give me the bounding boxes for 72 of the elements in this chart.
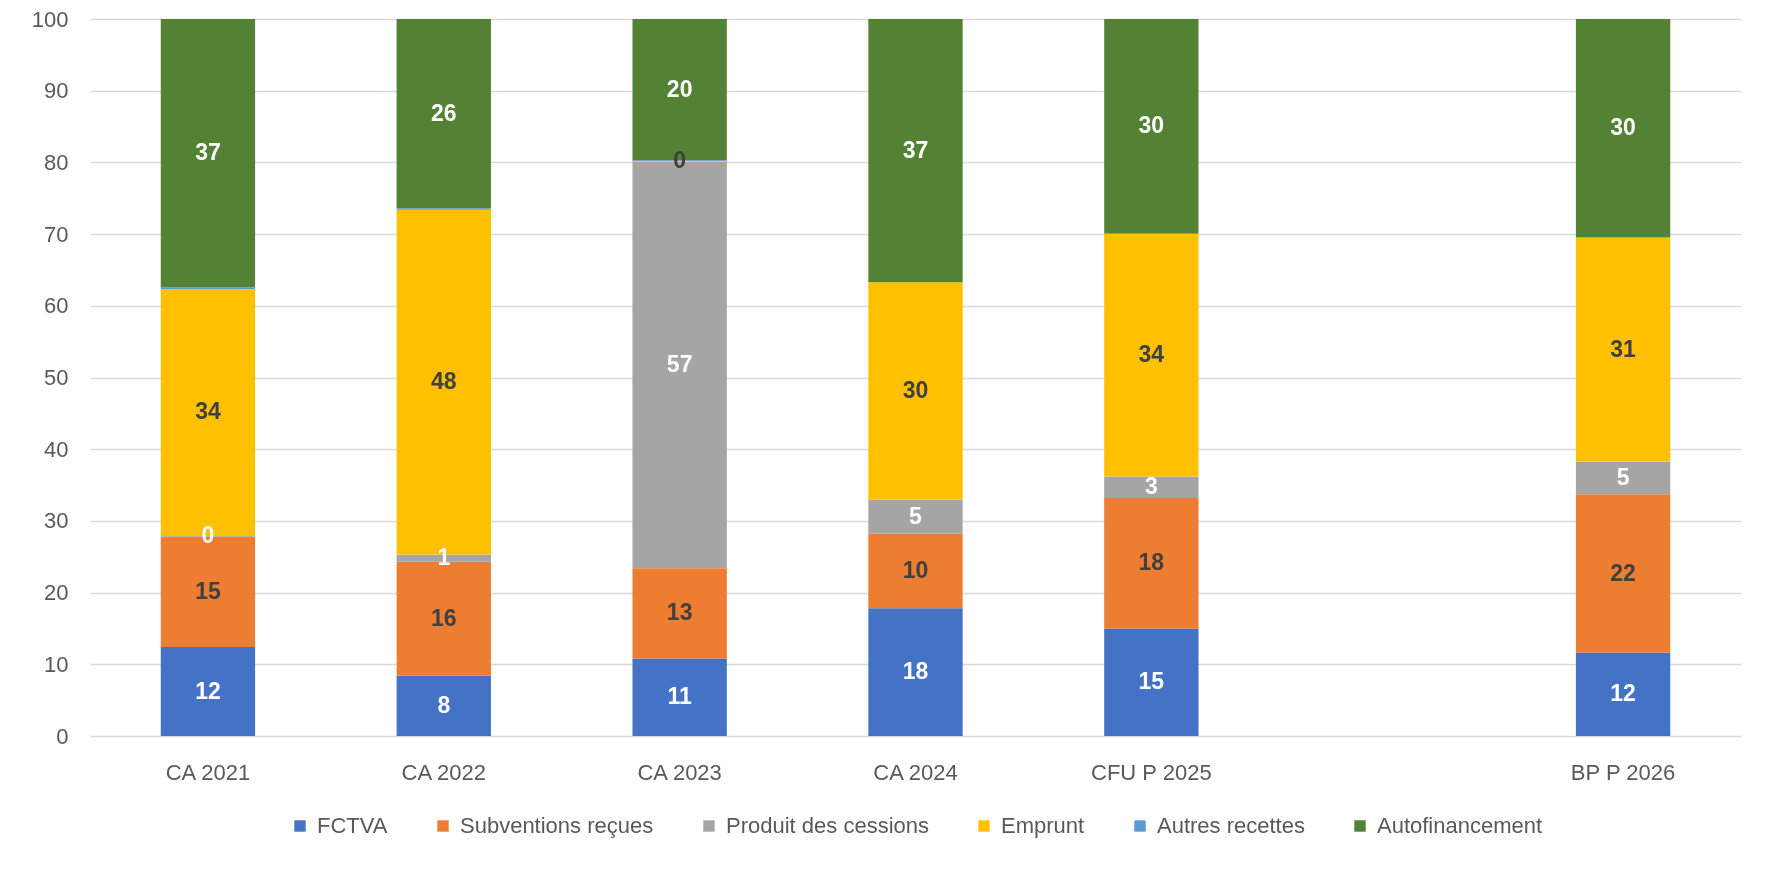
data-label: 12 [1610,680,1636,707]
bar [1575,461,1671,495]
bar [868,282,963,500]
y-tick-label: 10 [44,651,69,677]
bar [632,568,727,659]
x-tick-label: CA 2022 [401,759,486,785]
data-label: 37 [195,139,221,166]
bar [1575,494,1671,653]
data-label: 30 [1138,112,1165,139]
x-tick-label: CA 2021 [165,759,251,785]
legend-label: Autofinancement [1377,813,1543,838]
bar [160,287,256,290]
data-label: 26 [430,99,457,126]
data-label: 48 [430,368,457,395]
bar [396,675,491,736]
data-label: 5 [1616,463,1630,490]
bar [1104,234,1199,477]
y-tick-label: 60 [44,293,69,319]
bar [868,499,963,534]
bar [1104,476,1199,498]
bar [868,19,963,283]
x-tick-label: CFU P 2025 [1091,759,1212,785]
bar [1575,652,1671,736]
data-label: 31 [1610,335,1637,362]
bar [160,19,256,288]
data-label: 5 [909,502,923,529]
bar [1575,19,1671,237]
y-tick-label: 40 [44,436,69,462]
data-label: 13 [666,599,693,626]
y-tick-label: 30 [44,508,69,534]
legend-label: Produit des cessions [726,813,929,838]
data-label: 20 [666,75,693,102]
data-label: 15 [1138,668,1165,695]
bar [1104,628,1199,736]
bar [1104,19,1199,234]
legend-label: FCTVA [317,813,388,838]
bar [1575,237,1671,462]
legend-label: Emprunt [1001,813,1085,838]
data-label: 34 [1138,341,1165,368]
y-tick-label: 70 [44,221,69,247]
y-tick-label: 80 [44,149,69,175]
x-tick-label: BP P 2026 [1570,759,1676,785]
legend-label: Subventions reçues [460,813,654,838]
data-label: 30 [1610,113,1636,140]
data-label: 16 [430,604,457,631]
data-label: 12 [195,677,221,704]
bar [868,533,963,609]
data-label: 8 [437,691,451,718]
data-label: 10 [902,557,929,584]
bar [396,19,491,209]
bar [160,647,256,736]
legend-label: Autres recettes [1157,813,1305,838]
bar [868,608,963,736]
y-tick-label: 20 [44,580,69,606]
y-tick-label: 50 [44,365,69,390]
y-tick-label: 90 [44,78,69,104]
data-label: 30 [902,376,929,403]
x-tick-label: CA 2024 [873,759,958,785]
data-label: 18 [902,658,929,685]
y-tick-label: 0 [56,723,69,749]
data-label: 11 [667,683,692,710]
data-label: 3 [1144,473,1158,500]
data-label: 22 [1610,559,1636,586]
y-tick-label: 100 [31,6,69,32]
bar [632,658,727,736]
bar [1104,497,1199,629]
data-label: 15 [195,577,221,604]
x-tick-label: CA 2023 [637,759,722,785]
data-label: 18 [1138,549,1165,576]
data-label: 37 [902,136,929,163]
data-label: 57 [666,350,693,377]
data-label: 34 [195,398,221,425]
